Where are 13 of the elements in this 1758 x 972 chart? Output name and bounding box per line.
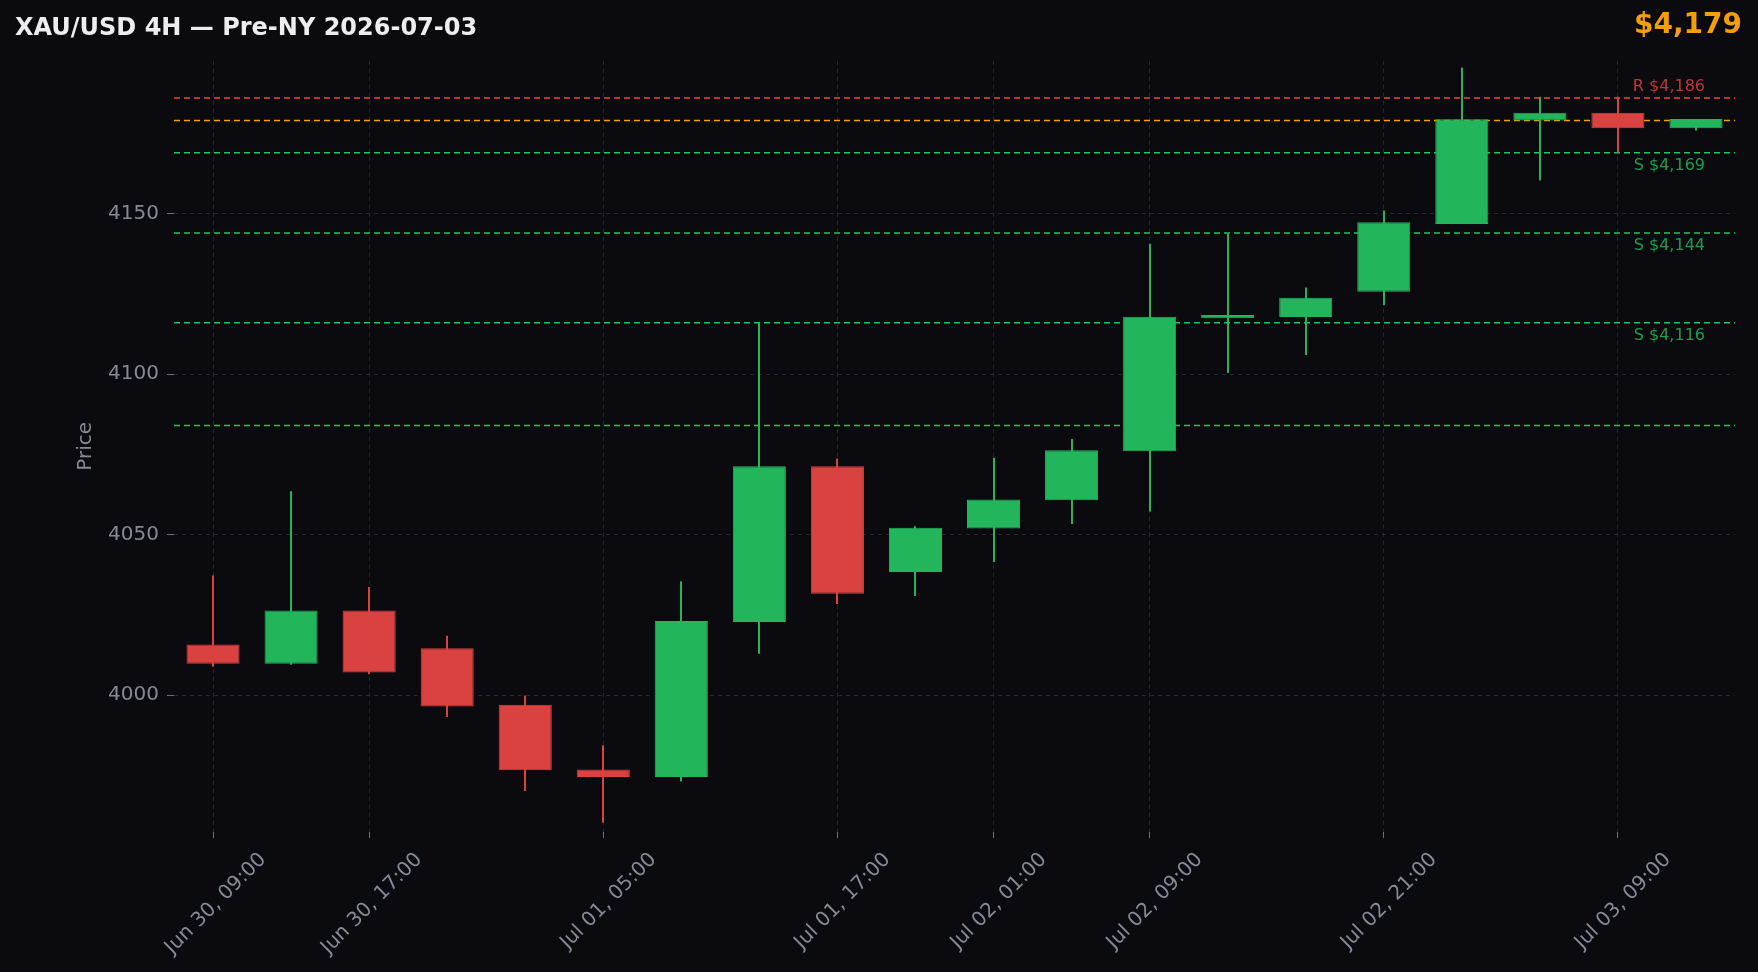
chart-title: XAU/USD 4H — Pre-NY 2026-07-03 <box>15 12 478 41</box>
y-tick-label: 4150 <box>108 199 159 224</box>
ref-line-label: S $4,144 <box>1633 235 1705 255</box>
ref-line-label: S $4,169 <box>1633 154 1705 174</box>
y-tick-label: 4050 <box>108 520 159 545</box>
ref-line-label: R $4,186 <box>1632 76 1705 96</box>
y-axis-title: Price <box>72 422 97 471</box>
text: $4,179 <box>1633 7 1742 41</box>
candlestick <box>1513 95 1567 182</box>
candlestick <box>576 744 630 824</box>
y-tick-label: 4100 <box>108 360 159 385</box>
ref-line-label: S $4,116 <box>1633 324 1705 344</box>
y-tick-label: 4000 <box>108 681 159 706</box>
